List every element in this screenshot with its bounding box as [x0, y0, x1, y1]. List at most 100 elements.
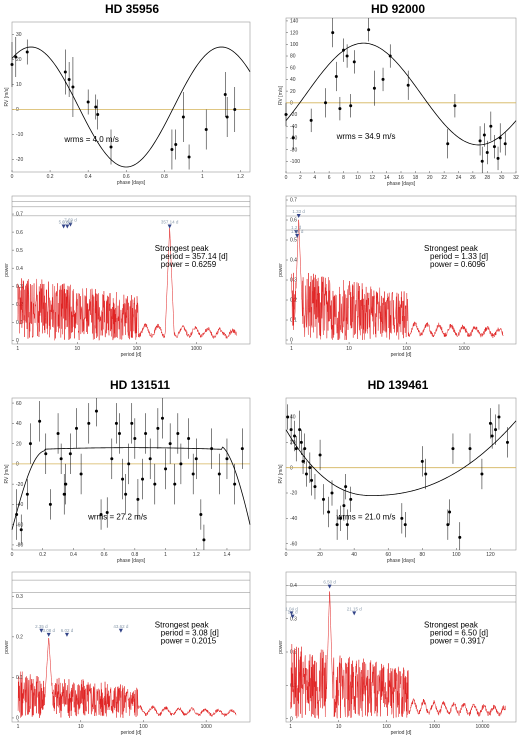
peak-marker	[46, 632, 51, 637]
rv-point	[289, 428, 293, 432]
rv-point	[240, 447, 244, 451]
rv-point	[301, 459, 305, 463]
y-tick-label: -60	[290, 541, 297, 547]
rv-point	[127, 462, 131, 466]
rv-point	[10, 63, 14, 66]
rv-point	[310, 478, 314, 482]
rv-point	[503, 142, 507, 146]
y-tick-label: 0.4	[16, 266, 23, 272]
x-tick-label: 0	[285, 552, 288, 558]
rv-point	[156, 426, 160, 430]
rv-point	[176, 431, 180, 435]
wrms-annotation: wrms = 4.0 m/s	[63, 135, 118, 144]
peak-label: 1.04 d	[285, 606, 298, 611]
peak-marker	[327, 584, 332, 589]
rv-point	[199, 513, 203, 517]
rv-point	[44, 452, 48, 456]
rv-point	[424, 472, 428, 476]
y-tick-label: 60	[290, 65, 296, 71]
y-tick-label: 0	[16, 107, 19, 113]
periodogram-curve	[291, 219, 504, 340]
x-tick-label: 120	[486, 552, 495, 558]
strongest-peak-title: Strongest peak	[155, 621, 210, 630]
x-tick-label: 30	[499, 175, 505, 181]
rv-point	[141, 477, 145, 481]
peak-label: 1.1 d	[288, 610, 299, 615]
x-tick-label: 14	[384, 175, 390, 181]
x-tick-label: 10	[355, 175, 361, 181]
rv-point	[160, 416, 164, 420]
rv-point	[367, 28, 371, 32]
rv-point	[94, 105, 98, 109]
rv-point	[334, 74, 338, 78]
rv-point	[298, 428, 302, 432]
wrms-annotation: wrms = 34.9 m/s	[336, 132, 396, 141]
x-tick-label: 60	[385, 552, 391, 558]
rv-point	[451, 447, 455, 451]
rv-point	[79, 472, 83, 476]
rv-point	[420, 459, 424, 463]
rv-point	[488, 421, 492, 425]
plot-frame	[11, 571, 251, 723]
y-tick-label: -80	[290, 147, 297, 153]
rv-point	[110, 457, 114, 461]
x-tick-label: 100	[382, 724, 391, 730]
rv-point	[352, 60, 356, 64]
rv-point	[321, 497, 325, 501]
rv-point	[345, 523, 349, 527]
peak-marker	[68, 222, 73, 227]
rv-point	[324, 101, 328, 105]
x-axis-label: period [d]	[391, 352, 412, 358]
strongest-peak-title: Strongest peak	[424, 244, 479, 253]
x-tick-label: 1	[16, 346, 19, 352]
rv-point	[381, 77, 385, 81]
x-axis-label: period [d]	[391, 730, 412, 736]
rv-point	[494, 428, 498, 432]
rv-point	[153, 482, 157, 486]
rv-point	[446, 523, 450, 527]
rv-point	[335, 523, 339, 527]
rv-point	[210, 447, 214, 451]
peak-label: 21.15 d	[347, 606, 363, 611]
y-tick-label: 20	[16, 57, 22, 63]
y-tick-label: -20	[16, 482, 23, 488]
y-tick-label: -10	[16, 132, 23, 138]
rv-point	[19, 528, 23, 532]
y-tick-label: 0.1	[16, 675, 23, 681]
x-tick-label: 6	[328, 175, 331, 181]
plot-frame	[11, 397, 251, 551]
peak-label: 1.25 d	[291, 229, 304, 234]
rv-point	[86, 100, 90, 104]
y-tick-label: 120	[290, 30, 299, 36]
x-axis-label: phase [days]	[117, 558, 146, 564]
rv-point	[492, 145, 496, 149]
rv-point	[453, 104, 457, 108]
wrms-annotation: wrms = 21.0 m/s	[336, 513, 396, 522]
rv-point	[448, 510, 452, 514]
x-tick-label: 0.6	[123, 174, 130, 180]
x-axis-label: period [d]	[121, 730, 142, 736]
x-tick-label: 100	[139, 724, 148, 730]
plot-frame	[285, 397, 517, 551]
y-tick-label: 0.2	[16, 635, 23, 641]
peak-label: 1.33 d	[292, 209, 305, 214]
y-tick-label: 0.2	[290, 650, 297, 656]
y-tick-label: 0.7	[290, 198, 297, 204]
rv-point	[48, 502, 52, 506]
y-tick-label: 80	[290, 54, 296, 60]
rv-point	[114, 421, 118, 425]
x-tick-label: 20	[317, 552, 323, 558]
rv-point	[327, 510, 331, 514]
rv-point	[284, 113, 288, 117]
y-tick-label: -60	[16, 522, 23, 528]
rv-point	[482, 133, 486, 137]
x-tick-label: 0	[11, 552, 14, 558]
y-tick-label: 140	[290, 19, 299, 25]
x-tick-label: 18	[413, 175, 419, 181]
y-tick-label: -40	[290, 124, 297, 130]
strongest-peak-period: period = 1.33 [d]	[430, 252, 488, 261]
y-axis-label: power	[4, 263, 10, 277]
rv-point	[468, 447, 472, 451]
x-tick-label: 32	[513, 175, 519, 181]
